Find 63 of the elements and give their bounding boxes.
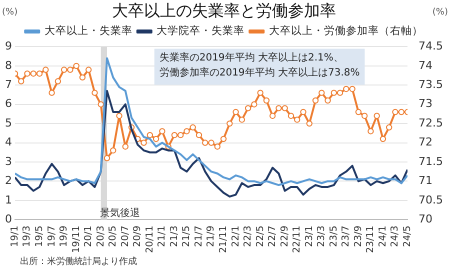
x-tick-label: 22/11 [292, 226, 303, 254]
y-tick-label: 3 [5, 154, 12, 168]
x-tick-label: 19/3 [22, 226, 33, 247]
y-tick-label: 0 [5, 212, 12, 226]
legend-label: 大学院卒・失業率 [156, 24, 245, 38]
y-tick-label: 1 [5, 193, 12, 206]
x-tick-label: 24/3 [390, 226, 401, 247]
y2-tick-label: 74.5 [418, 40, 444, 53]
y2-tick-label: 71.5 [418, 154, 444, 168]
x-tick-label: 20/11 [144, 226, 156, 254]
x-tick-label: 19/9 [58, 226, 70, 247]
x-tick-label: 21/5 [181, 226, 192, 247]
y2-tick-label: 70.5 [418, 193, 444, 206]
x-tick-label: 22/9 [279, 226, 290, 247]
y-tick-label: 4 [5, 136, 12, 149]
x-tick-label: 21/9 [206, 226, 217, 247]
x-tick-label: 20/1 [83, 226, 94, 247]
x-tick-label: 23/1 [304, 226, 315, 247]
y-tick-label: 6 [5, 97, 12, 110]
x-tick-label: 20/5 [108, 226, 119, 247]
x-tick-label: 19/5 [34, 226, 45, 247]
x-tick-label: 20/9 [132, 226, 144, 247]
x-tick-label: 23/3 [316, 226, 328, 247]
x-tick-label: 23/5 [328, 226, 340, 247]
y2-tick-label: 74 [418, 58, 433, 72]
annotation: 労働参加率の2019年平均 大卒以上は73.8% [159, 66, 360, 78]
y2-tick-label: 72.5 [418, 116, 444, 130]
x-tick-label: 22/5 [254, 226, 266, 247]
y2-axis-title: (%) [432, 7, 448, 18]
y2-tick-label: 72 [418, 136, 433, 149]
y2-tick-label: 71 [418, 174, 433, 188]
x-tick-label: 21/11 [218, 226, 229, 254]
y-tick-label: 2 [5, 174, 12, 188]
y-axis-title: (%) [2, 7, 18, 18]
y-tick-label: 5 [5, 116, 12, 130]
y2-tick-label: 73 [418, 97, 433, 110]
x-tick-label: 20/3 [95, 226, 106, 247]
text: 出所：米労働統計局より作成 [20, 256, 137, 267]
band-label: 景気後退 [100, 207, 140, 220]
y-tick-label: 8 [5, 58, 12, 72]
x-tick-label: 22/1 [230, 226, 242, 247]
x-tick-label: 24/1 [377, 226, 388, 247]
y2-tick-label: 73.5 [418, 78, 444, 91]
x-tick-label: 21/3 [168, 226, 180, 247]
x-tick-label: 19/1 [9, 226, 20, 247]
x-tick-label: 19/11 [70, 226, 82, 254]
x-tick-label: 23/11 [365, 226, 376, 254]
x-tick-label: 23/9 [352, 226, 364, 247]
y2-tick-label: 70 [418, 212, 433, 226]
x-tick-label: 21/1 [156, 226, 168, 247]
x-tick-label: 22/7 [267, 226, 278, 247]
x-tick-label: 19/7 [46, 226, 58, 247]
chart-title: 大卒以上の失業率と労働参加率 [112, 0, 336, 20]
x-tick-label: 23/7 [340, 226, 352, 247]
y-tick-label: 9 [5, 40, 12, 53]
x-tick-label: 24/5 [402, 226, 413, 247]
annotation: 失業率の2019年平均 大卒以上は2.1%、 [159, 51, 344, 64]
legend-label: 大卒以上・失業率 [44, 24, 132, 38]
x-tick-label: 21/7 [193, 226, 204, 247]
y-tick-label: 7 [5, 78, 12, 91]
x-tick-label: 22/3 [242, 226, 254, 247]
legend-label: 大卒以上・労働参加率（右軸） [268, 24, 423, 38]
x-tick-label: 20/7 [120, 226, 131, 247]
